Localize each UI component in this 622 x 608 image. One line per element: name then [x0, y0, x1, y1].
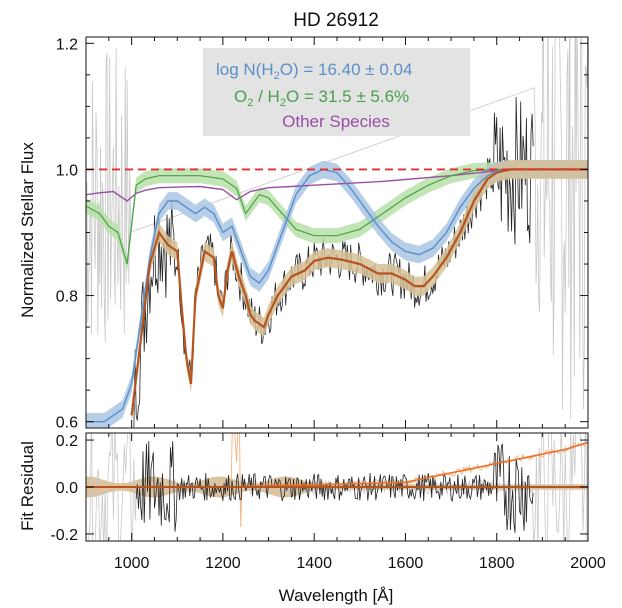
flux-y-tick-label: 0.8 [56, 289, 78, 306]
x-tick-label: 2000 [570, 555, 606, 572]
h2o-uncertainty-band [86, 160, 588, 428]
total-series-line [130, 168, 588, 416]
flux-y-tick-label: 1.0 [56, 162, 78, 179]
chart-title: HD 26912 [293, 10, 379, 31]
residual-axis-title: Fit Residual [18, 441, 37, 531]
residual-trend-line [222, 441, 588, 488]
legend: log N(H2O) = 16.40 ± 0.04 O2 / H2O = 31.… [203, 48, 470, 136]
h2o-series-line [86, 168, 588, 423]
flux-y-tick-label: 0.6 [56, 415, 78, 432]
legend-other: Other Species [282, 112, 390, 131]
x-axis-title: Wavelength [Å] [279, 586, 394, 605]
residual-plot-area [86, 433, 588, 541]
flux-panel: 0.6 0.8 1.0 1.2 [56, 36, 589, 432]
residual-y-tick-label: 0.2 [56, 433, 78, 450]
residual-y-tick-label: 0.0 [56, 480, 78, 497]
legend-box [203, 48, 470, 136]
residual-y-tick-label: -0.2 [50, 527, 78, 544]
x-tick-label: 1600 [388, 555, 424, 572]
x-tick-label: 1800 [479, 555, 515, 572]
observed-faint-trace [86, 37, 588, 419]
residual-panel: -0.2 0.0 0.2 1000 1200 1400 1600 1800 2000 [50, 432, 606, 572]
flux-y-tick-label: 1.2 [56, 36, 78, 53]
legend-o2: O2 / H2O = 31.5 ± 5.6% [234, 87, 409, 109]
flux-plot-area [86, 37, 588, 428]
residual-trace [135, 440, 534, 533]
x-tick-label: 1400 [296, 555, 332, 572]
legend-h2o: log N(H2O) = 16.40 ± 0.04 [216, 60, 412, 82]
flux-axis-title: Normalized Stellar Flux [18, 142, 37, 318]
x-tick-label: 1200 [205, 555, 241, 572]
x-tick-label: 1000 [114, 555, 150, 572]
o2-series-line [86, 168, 588, 265]
